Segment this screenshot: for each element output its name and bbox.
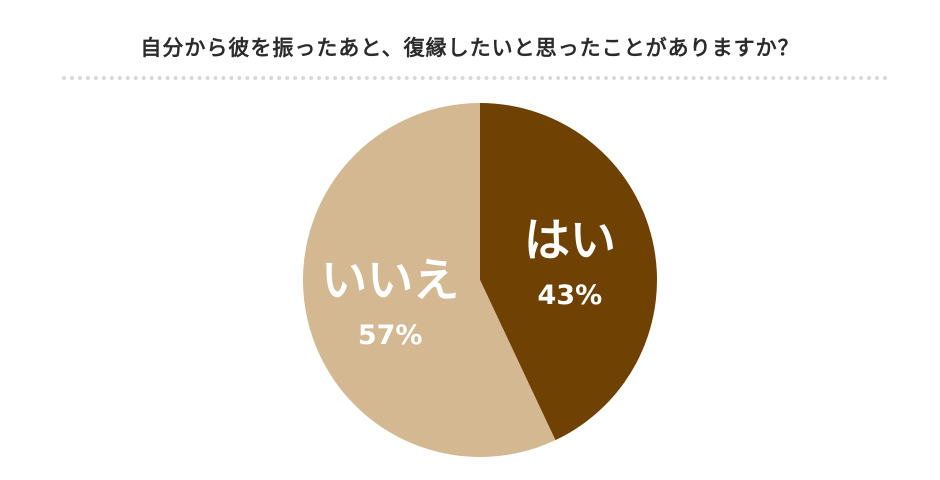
pie-slices <box>303 103 657 457</box>
slice-hai-label: はい <box>524 213 616 267</box>
slice-hai-percent: 43% <box>538 280 603 311</box>
slice-hai <box>480 103 657 441</box>
slice-iie-label: いいえ <box>321 253 459 307</box>
chart-title: 自分から彼を振ったあと、復縁したいと思ったことがありますか？ <box>140 36 800 60</box>
title-divider <box>62 76 888 80</box>
slice-iie-percent: 57% <box>358 320 423 351</box>
slice-iie <box>303 103 556 457</box>
pie-labels: はい 43% いいえ 57% <box>321 213 616 351</box>
